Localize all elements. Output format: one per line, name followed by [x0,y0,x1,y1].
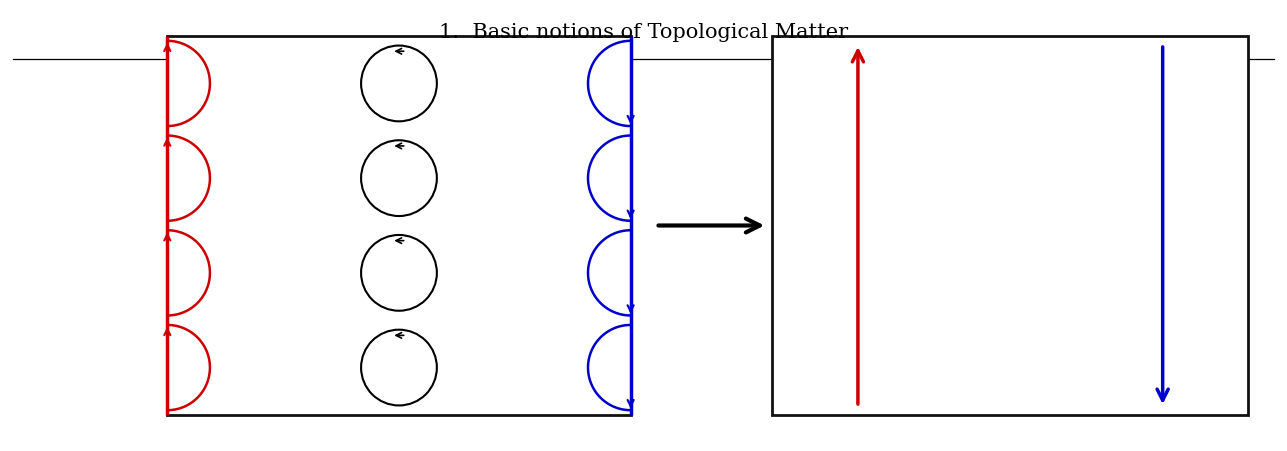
Bar [167,36,631,415]
Circle shape [362,330,436,405]
Circle shape [362,140,436,216]
Circle shape [362,46,436,121]
Bar [772,36,1248,415]
Text: 1.  Basic notions of Topological Matter: 1. Basic notions of Topological Matter [439,23,848,41]
Circle shape [362,235,436,311]
